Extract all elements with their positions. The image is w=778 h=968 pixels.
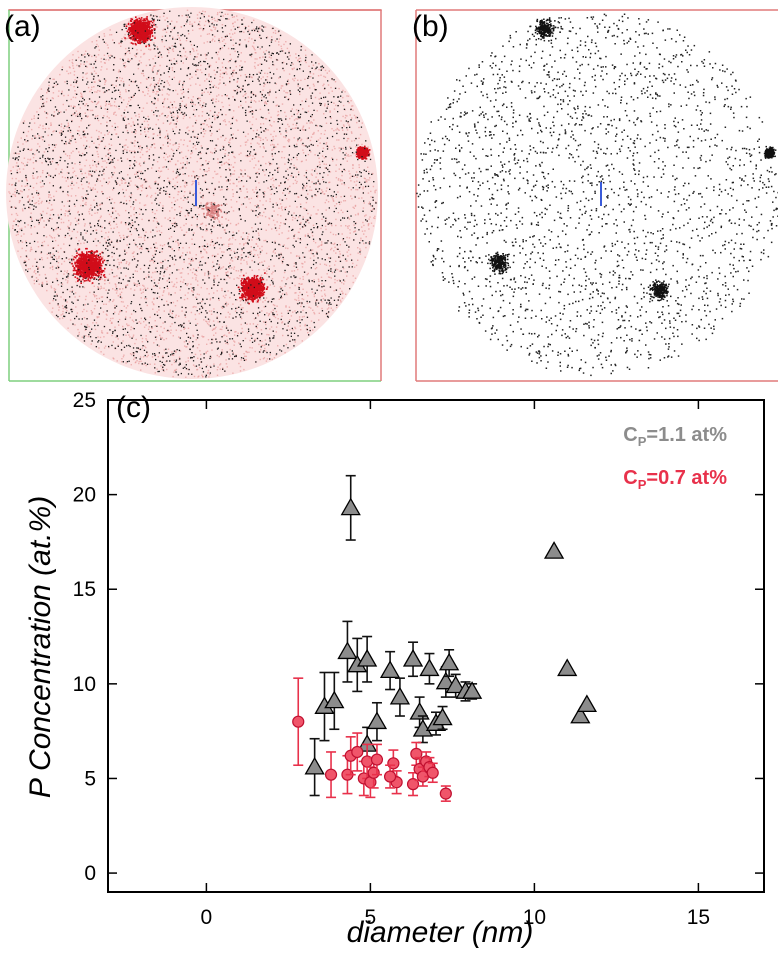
data-point-circle (293, 716, 304, 727)
x-tick-label: 0 (201, 906, 213, 929)
y-tick-label: 10 (73, 673, 96, 696)
legend-2-main: C (623, 467, 637, 489)
legend-1-sub: P (638, 434, 647, 449)
y-tick-label: 5 (84, 767, 96, 790)
data-point-circle (440, 788, 451, 799)
data-point-triangle (420, 660, 438, 676)
panel-b: (b) (404, 0, 778, 385)
atom-map-a (0, 0, 388, 385)
x-axis-label: diameter (nm) (347, 916, 534, 949)
panel-label-a: (a) (4, 12, 41, 42)
data-point-triangle (342, 499, 360, 515)
series-2 (293, 678, 452, 801)
data-point-triangle (558, 660, 576, 676)
y-tick-label: 25 (73, 389, 96, 412)
series-1 (306, 476, 596, 796)
data-point-triangle (391, 688, 409, 704)
atom-points-b (416, 14, 778, 377)
data-point-circle (427, 767, 438, 778)
legend-entry-1: CP=1.1 at% (623, 424, 727, 449)
data-point-triangle (306, 758, 324, 774)
x-tick-label: 15 (687, 906, 710, 929)
panel-label-b: (b) (412, 12, 449, 42)
y-axis-label: P Concentration (at.%) (24, 496, 57, 798)
y-tick-label: 20 (73, 484, 96, 507)
atom-map-b (404, 0, 778, 385)
data-point-triangle (404, 650, 422, 666)
y-tick-label: 0 (84, 862, 96, 885)
series-marks (293, 476, 596, 801)
legend-entry-2: CP=0.7 at% (623, 467, 727, 492)
data-point-circle (352, 746, 363, 757)
data-point-triangle (545, 542, 563, 558)
legend-1-main: C (623, 424, 637, 446)
data-point-triangle (325, 692, 343, 708)
data-point-circle (371, 754, 382, 765)
legend-2-sub: P (638, 477, 647, 492)
data-point-triangle (578, 696, 596, 712)
panel-label-c: (c) (116, 393, 151, 423)
legend-2-rest: =0.7 at% (646, 467, 727, 489)
panel-a: (a) (0, 0, 388, 385)
data-point-circle (326, 769, 337, 780)
data-point-triangle (440, 654, 458, 670)
data-point-triangle (381, 662, 399, 678)
data-point-triangle (368, 713, 386, 729)
legend-1-rest: =1.1 at% (646, 424, 727, 446)
y-tick-label: 15 (73, 578, 96, 601)
data-point-triangle (358, 650, 376, 666)
data-point-circle (385, 771, 396, 782)
data-point-triangle (338, 643, 356, 659)
